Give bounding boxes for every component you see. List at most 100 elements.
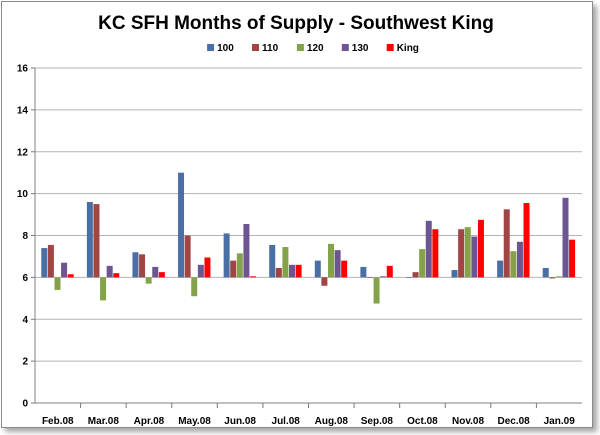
bar-120-dec-08 xyxy=(510,251,517,278)
bar-100-may-08 xyxy=(178,172,185,278)
bar-120-jan-09 xyxy=(555,276,562,278)
y-tick-label: 12 xyxy=(17,147,29,158)
bar-king-mar-08 xyxy=(113,273,120,278)
bar-king-oct-08 xyxy=(432,229,439,278)
legend-label: 100 xyxy=(217,43,234,54)
bar-100-aug-08 xyxy=(314,260,321,278)
y-tick-label: 10 xyxy=(17,189,29,200)
bar-king-aug-08 xyxy=(341,260,348,278)
chart-frame xyxy=(1,1,593,428)
x-tick-label: Sep.08 xyxy=(361,416,394,427)
bar-130-dec-08 xyxy=(516,241,523,278)
bar-100-mar-08 xyxy=(86,202,93,278)
bar-120-jun-08 xyxy=(236,253,243,278)
bar-130-feb-08 xyxy=(61,262,68,278)
bar-110-aug-08 xyxy=(321,277,328,286)
x-tick-label: Apr.08 xyxy=(134,416,165,427)
bar-king-jul-08 xyxy=(295,264,302,278)
bar-120-jul-08 xyxy=(282,247,289,278)
gridlines xyxy=(35,67,582,404)
y-tick-label: 4 xyxy=(22,315,28,326)
y-tick-label: 8 xyxy=(22,231,28,242)
bar-100-oct-08 xyxy=(405,277,412,278)
bar-110-nov-08 xyxy=(458,229,465,278)
bar-100-jul-08 xyxy=(269,244,276,278)
bar-130-apr-08 xyxy=(152,266,159,278)
bar-110-dec-08 xyxy=(503,209,510,278)
legend-label: 110 xyxy=(262,43,279,54)
bar-110-apr-08 xyxy=(139,254,146,278)
bar-130-aug-08 xyxy=(334,250,341,278)
x-tick-label: Jun.08 xyxy=(224,416,256,427)
bar-king-may-08 xyxy=(204,257,211,278)
bars xyxy=(41,172,576,304)
bar-100-jun-08 xyxy=(223,233,230,278)
x-tick-label: May.08 xyxy=(178,416,211,427)
bar-110-jan-09 xyxy=(549,277,556,279)
bar-100-feb-08 xyxy=(41,248,48,278)
bar-110-jun-08 xyxy=(230,260,237,278)
x-tick-label: Nov.08 xyxy=(452,416,484,427)
bar-130-mar-08 xyxy=(106,265,113,278)
bar-120-oct-08 xyxy=(419,249,426,278)
bar-130-jan-09 xyxy=(562,197,569,278)
bar-120-may-08 xyxy=(191,277,198,297)
x-axis-ticks: Feb.08 Mar.08 Apr.08 May.08 Jun.08 Jul.08 Aug.… xyxy=(42,403,575,427)
bar-king-jan-09 xyxy=(569,239,576,278)
legend-swatch xyxy=(252,44,259,51)
bar-king-jun-08 xyxy=(250,276,257,278)
bar-130-jun-08 xyxy=(243,223,250,278)
axes xyxy=(34,68,582,404)
y-tick-label: 6 xyxy=(22,273,28,284)
bar-110-feb-08 xyxy=(47,244,54,278)
x-tick-label: Jul.08 xyxy=(272,416,301,427)
bar-king-nov-08 xyxy=(477,219,484,278)
bar-110-may-08 xyxy=(184,235,191,278)
legend-label: 130 xyxy=(352,43,369,54)
legend: 100 110 120 130 King xyxy=(207,43,419,54)
bar-110-sep-08 xyxy=(366,277,373,278)
y-tick-label: 2 xyxy=(22,357,28,368)
bar-100-jan-09 xyxy=(542,267,549,278)
bar-100-apr-08 xyxy=(132,252,139,278)
legend-label: 120 xyxy=(307,43,324,54)
bar-130-oct-08 xyxy=(425,220,432,278)
bar-120-sep-08 xyxy=(373,277,380,304)
bar-100-dec-08 xyxy=(497,260,504,278)
x-tick-label: Jan.09 xyxy=(544,416,576,427)
bar-130-may-08 xyxy=(197,264,204,278)
bar-100-sep-08 xyxy=(360,266,367,278)
bar-120-nov-08 xyxy=(464,227,471,278)
y-tick-label: 0 xyxy=(22,399,28,410)
x-tick-label: Aug.08 xyxy=(315,416,349,427)
legend-swatch xyxy=(386,44,394,51)
bar-130-sep-08 xyxy=(380,276,387,278)
bar-king-sep-08 xyxy=(386,265,393,278)
y-axis-ticks: 0 2 4 6 8 10 12 14 16 xyxy=(17,64,35,410)
bar-120-aug-08 xyxy=(327,243,334,278)
chart-title: KC SFH Months of Supply - Southwest King xyxy=(98,13,494,34)
legend-label: King xyxy=(397,43,419,54)
x-tick-label: Oct.08 xyxy=(407,416,438,427)
x-tick-label: Dec.08 xyxy=(498,416,531,427)
x-tick-label: Feb.08 xyxy=(42,416,74,427)
y-tick-label: 14 xyxy=(17,105,29,116)
legend-swatch xyxy=(207,44,215,51)
bar-130-nov-08 xyxy=(471,236,478,278)
bar-120-feb-08 xyxy=(54,277,61,290)
legend-swatch xyxy=(341,44,349,51)
x-tick-label: Mar.08 xyxy=(88,416,120,427)
bar-110-jul-08 xyxy=(275,267,282,278)
bar-100-nov-08 xyxy=(451,270,458,278)
bar-king-feb-08 xyxy=(67,274,74,278)
bar-120-apr-08 xyxy=(145,277,152,284)
bar-king-apr-08 xyxy=(158,272,165,278)
bar-120-mar-08 xyxy=(100,277,107,301)
legend-swatch xyxy=(296,44,304,51)
bar-110-mar-08 xyxy=(93,204,100,278)
bar-king-dec-08 xyxy=(523,203,530,278)
bar-110-oct-08 xyxy=(412,272,419,278)
bar-130-jul-08 xyxy=(289,264,296,278)
y-tick-label: 16 xyxy=(17,64,29,75)
